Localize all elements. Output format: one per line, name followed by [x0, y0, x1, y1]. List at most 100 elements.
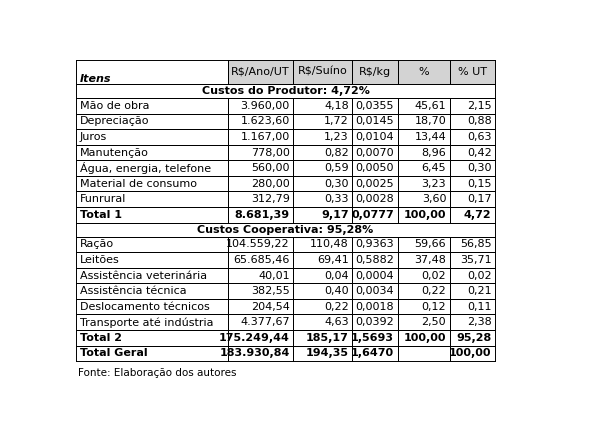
Text: Total 2: Total 2	[80, 333, 121, 343]
Bar	[398, 60, 450, 84]
Text: 0,42: 0,42	[467, 147, 492, 157]
Bar	[398, 346, 450, 361]
Bar	[398, 114, 450, 129]
Text: Itens: Itens	[80, 74, 111, 84]
Bar	[228, 299, 293, 314]
Text: 4,72: 4,72	[464, 210, 492, 220]
Bar	[450, 207, 495, 223]
Text: 0,0004: 0,0004	[355, 270, 394, 280]
Text: 0,5882: 0,5882	[355, 255, 394, 265]
Text: 0,30: 0,30	[467, 163, 492, 173]
Text: 0,59: 0,59	[324, 163, 349, 173]
Bar	[76, 252, 228, 268]
Bar	[398, 207, 450, 223]
Bar	[293, 346, 352, 361]
Text: 0,82: 0,82	[324, 147, 349, 157]
Text: 100,00: 100,00	[449, 348, 492, 358]
Bar	[398, 237, 450, 252]
Bar	[450, 330, 495, 346]
Bar	[293, 98, 352, 114]
Bar	[450, 129, 495, 145]
Bar	[398, 268, 450, 283]
Text: Manutenção: Manutenção	[80, 147, 148, 157]
Text: 8,96: 8,96	[422, 147, 446, 157]
Text: Assistência técnica: Assistência técnica	[80, 286, 186, 296]
Bar	[352, 299, 398, 314]
Text: Água, energia, telefone: Água, energia, telefone	[80, 162, 211, 174]
Bar	[76, 299, 228, 314]
Bar	[293, 299, 352, 314]
Text: Total Geral: Total Geral	[80, 348, 147, 358]
Text: 2,38: 2,38	[467, 317, 492, 327]
Bar	[398, 191, 450, 207]
Bar	[450, 252, 495, 268]
Text: R$/Suíno: R$/Suíno	[298, 67, 348, 77]
Bar	[76, 84, 495, 98]
Text: 1.623,60: 1.623,60	[240, 117, 290, 126]
Bar	[228, 160, 293, 176]
Text: Material de consumo: Material de consumo	[80, 179, 197, 189]
Text: Total 1: Total 1	[80, 210, 121, 220]
Text: 4.377,67: 4.377,67	[240, 317, 290, 327]
Bar	[450, 191, 495, 207]
Bar	[398, 129, 450, 145]
Text: 280,00: 280,00	[251, 179, 290, 189]
Text: 0,9363: 0,9363	[355, 240, 394, 249]
Bar	[228, 330, 293, 346]
Bar	[398, 252, 450, 268]
Bar	[352, 176, 398, 191]
Bar	[352, 283, 398, 299]
Bar	[293, 330, 352, 346]
Text: R$/kg: R$/kg	[359, 67, 391, 77]
Text: 3,60: 3,60	[422, 194, 446, 204]
Bar	[398, 160, 450, 176]
Text: Leitões: Leitões	[80, 255, 120, 265]
Text: 0,21: 0,21	[467, 286, 492, 296]
Bar	[76, 129, 228, 145]
Bar	[293, 237, 352, 252]
Text: 204,54: 204,54	[251, 302, 290, 312]
Text: 0,33: 0,33	[325, 194, 349, 204]
Bar	[450, 237, 495, 252]
Text: 0,02: 0,02	[422, 270, 446, 280]
Bar	[293, 60, 352, 84]
Text: 0,0025: 0,0025	[355, 179, 394, 189]
Text: 1.167,00: 1.167,00	[240, 132, 290, 142]
Text: 4,18: 4,18	[324, 101, 349, 111]
Bar	[76, 60, 228, 84]
Bar	[450, 98, 495, 114]
Bar	[228, 60, 293, 84]
Text: R$/Ano/UT: R$/Ano/UT	[231, 67, 290, 77]
Text: 0,15: 0,15	[467, 179, 492, 189]
Text: Transporte até indústria: Transporte até indústria	[80, 317, 213, 328]
Bar	[293, 314, 352, 330]
Text: 778,00: 778,00	[251, 147, 290, 157]
Bar	[228, 176, 293, 191]
Bar	[293, 268, 352, 283]
Text: 3.960,00: 3.960,00	[240, 101, 290, 111]
Bar	[352, 98, 398, 114]
Text: 45,61: 45,61	[415, 101, 446, 111]
Bar	[352, 346, 398, 361]
Bar	[293, 129, 352, 145]
Text: 1,5693: 1,5693	[351, 333, 394, 343]
Bar	[352, 268, 398, 283]
Bar	[228, 346, 293, 361]
Text: Funrural: Funrural	[80, 194, 126, 204]
Text: 0,0018: 0,0018	[355, 302, 394, 312]
Bar	[398, 283, 450, 299]
Bar	[352, 252, 398, 268]
Text: 0,22: 0,22	[324, 302, 349, 312]
Text: 0,0392: 0,0392	[355, 317, 394, 327]
Bar	[76, 314, 228, 330]
Text: % UT: % UT	[458, 67, 487, 77]
Text: 0,40: 0,40	[324, 286, 349, 296]
Bar	[228, 268, 293, 283]
Bar	[398, 145, 450, 160]
Text: Fonte: Elaboração dos autores: Fonte: Elaboração dos autores	[78, 368, 237, 378]
Bar	[76, 330, 228, 346]
Text: 110,48: 110,48	[310, 240, 349, 249]
Bar	[228, 237, 293, 252]
Text: 2,15: 2,15	[467, 101, 492, 111]
Text: 65.685,46: 65.685,46	[233, 255, 290, 265]
